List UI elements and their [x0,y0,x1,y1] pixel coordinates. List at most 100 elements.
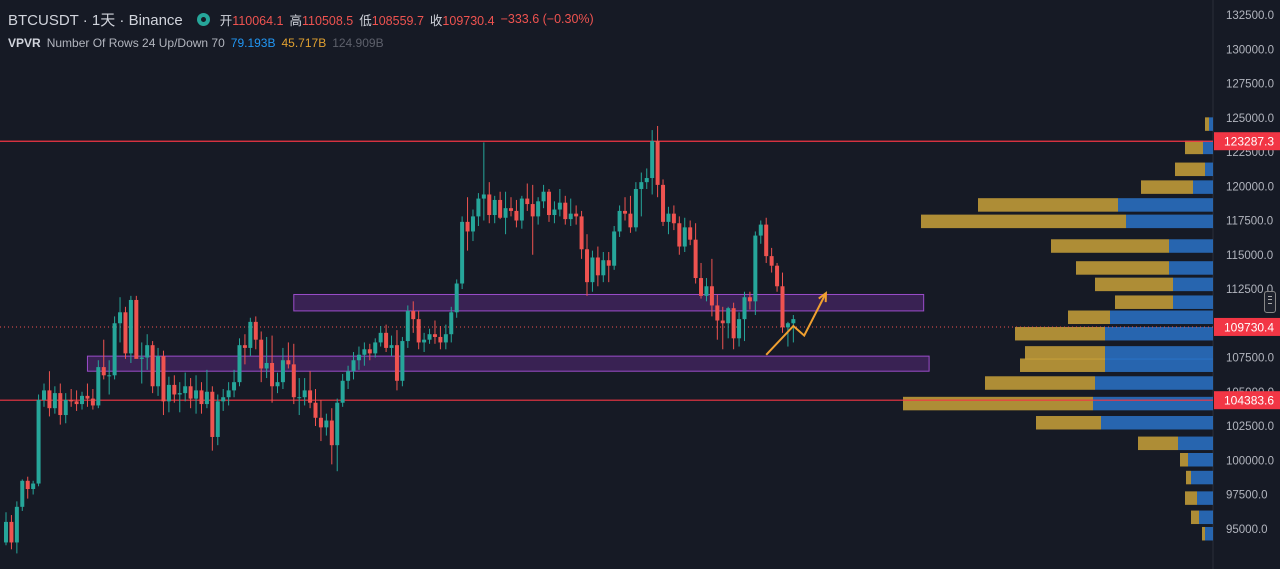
vp-down-bar [1141,180,1193,194]
y-tick-label: 132500.0 [1226,10,1274,22]
vp-up-bar [1193,180,1213,194]
candle-body [785,323,790,328]
open-value: 110064.1 [232,13,284,28]
candle-body [514,210,519,221]
candle-body [259,339,264,369]
vp-down-bar [1205,117,1209,131]
candle-body [557,202,562,210]
price-label: 123287.3 [1224,135,1274,149]
candle-body [585,249,590,283]
candle-body [731,308,736,339]
candle-body [112,323,117,376]
vpvr-legend[interactable]: VPVR Number Of Rows 24 Up/Down 70 79.193… [8,36,384,50]
candle-body [574,213,579,217]
candle-body [36,399,41,484]
candle-body [161,356,166,402]
candle-body [525,198,530,205]
candle-body [128,299,133,354]
candle-body [476,198,481,217]
candle-body [563,202,568,220]
candle-body [693,239,698,279]
candle-body [80,395,85,405]
low-value: 108559.7 [371,13,424,28]
candle-body [31,483,36,490]
candle-body [172,384,177,395]
candle-body [503,208,508,218]
vp-up-bar [1105,358,1213,372]
candle-body [628,213,633,228]
candle-body [47,390,52,409]
vp-up-bar [1209,117,1213,131]
candle-body [443,334,448,343]
ohlc-low: 低108559.7 [359,10,424,29]
candle-body [118,312,123,324]
candle-body [769,256,774,266]
y-tick-label: 107500.0 [1226,353,1274,365]
vp-up-bar [1173,277,1213,292]
candle-body [297,397,302,399]
candle-body [595,257,600,276]
high-label: 高 [289,13,303,28]
candle-body [156,356,161,387]
projection-arrow [765,292,827,356]
candle-body [123,312,128,354]
candle-body [492,199,497,216]
candle-body [422,339,427,343]
candle-body [378,332,383,343]
candle-body [481,194,486,199]
close-value: 109730.4 [442,13,495,28]
ohlc-close: 收109730.4 [430,10,495,29]
vp-down-bar [1025,346,1105,360]
ohlc-change: −333.6 (−0.30%) [501,12,594,26]
candle-body [232,382,237,391]
candle-body [465,221,470,232]
candle-body [400,341,405,381]
vp-down-bar [1076,261,1169,275]
candle-body [373,342,378,354]
candle-body [74,401,79,405]
vp-down-bar [1202,526,1205,541]
vp-up-bar [1101,416,1213,430]
vp-down-bar [1175,162,1205,177]
candle-body [264,362,269,369]
indicator-total-volume: 124.909B [332,36,384,50]
vp-down-bar [903,396,1093,411]
candle-body [63,399,68,416]
price-scale-handle-icon[interactable] [1264,291,1276,313]
candle-body [650,141,655,179]
candle-body [150,345,155,387]
vp-up-bar [1093,396,1213,411]
candle-body [194,390,199,399]
candle-body [449,312,454,335]
vp-up-bar [1188,453,1213,467]
candle-body [253,321,258,340]
vp-down-bar [1138,436,1178,451]
y-tick-label: 102500.0 [1226,421,1274,433]
candle-body [780,286,785,328]
candle-body [188,386,193,399]
candle-body [671,213,676,224]
symbol-title[interactable]: BTCUSDT · 1天 · Binance [8,11,183,29]
candle-body [356,354,361,361]
vp-up-bar [1205,162,1213,177]
vp-up-bar [1169,239,1213,253]
vp-down-bar [1068,310,1110,325]
candle-body [639,182,644,189]
candle-body [432,334,437,337]
candle-body [508,208,513,211]
candle-body [291,364,296,398]
candle-body [308,390,313,403]
candle-body [547,191,551,216]
candle-body [568,213,573,220]
candle-body [183,386,188,394]
vp-up-bar [1199,510,1213,525]
candle-body [470,216,475,232]
y-tick-label: 112500.0 [1226,284,1273,296]
ohlc-open: 开110064.1 [220,10,284,29]
candle-body [215,401,220,437]
candle-body [726,308,731,324]
vp-up-bar [1191,470,1213,485]
chart-header: BTCUSDT · 1天 · Binance 开110064.1 高110508… [8,9,600,29]
candle-body [134,299,139,359]
